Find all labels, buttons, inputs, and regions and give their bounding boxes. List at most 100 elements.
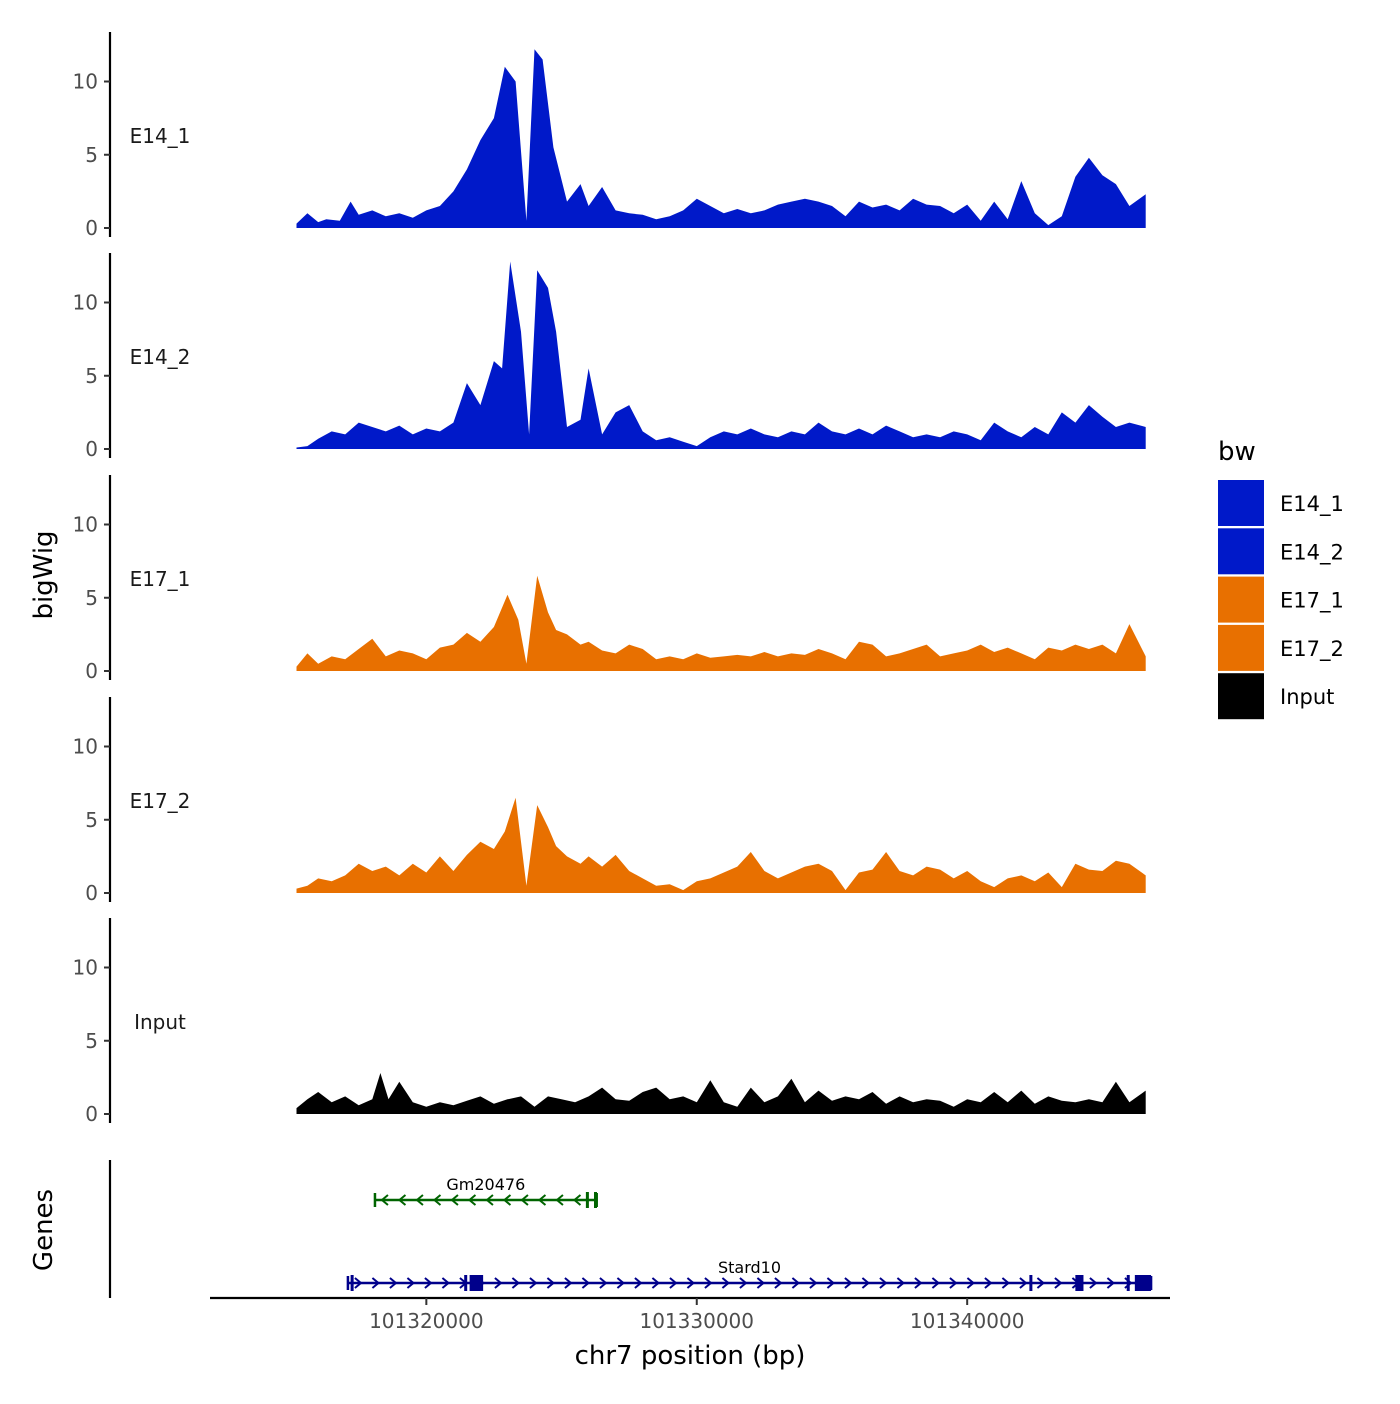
legend-swatch — [1218, 528, 1264, 575]
strand-arrow — [529, 1277, 538, 1289]
track-e17-1: 0 5 10 E17_1 — [73, 475, 1146, 683]
y-tick-label: 10 — [73, 70, 98, 94]
strand-arrow — [502, 1194, 512, 1206]
strand-arrow — [756, 1277, 765, 1289]
exon — [585, 1192, 589, 1208]
strand-arrow — [1106, 1277, 1115, 1289]
strand-arrow — [1001, 1277, 1010, 1289]
strand-arrow — [1036, 1277, 1045, 1289]
y-tick-label: 10 — [73, 735, 98, 759]
y-tick-label: 0 — [85, 659, 98, 683]
strand-arrow — [432, 1194, 442, 1206]
tracks-layer: 0 5 10 E14_1 0 5 10 E14_2 0 5 10 E17_1 0 5 10 E17_2 0 5 10… — [73, 32, 1146, 1126]
strand-arrow — [485, 1194, 494, 1206]
strand-arrow — [949, 1277, 958, 1289]
gene-stard10: Stard10 — [346, 1258, 1153, 1291]
strand-arrow — [415, 1194, 424, 1206]
legend-label: E17_1 — [1280, 589, 1344, 614]
strand-arrow — [441, 1277, 450, 1289]
strand-arrow — [450, 1194, 459, 1206]
track-e17-2: 0 5 10 E17_2 — [73, 697, 1146, 905]
x-tick-label: 101330000 — [639, 1309, 754, 1333]
track-label: E17_2 — [130, 789, 191, 813]
x-axis-title: chr7 position (bp) — [575, 1341, 806, 1371]
y-tick-label: 0 — [85, 216, 98, 240]
strand-arrow — [537, 1194, 547, 1206]
exon — [1029, 1275, 1033, 1291]
signal-area — [296, 49, 1146, 228]
y-tick-label: 0 — [85, 1102, 98, 1126]
strand-arrow — [555, 1194, 564, 1206]
strand-arrow — [389, 1277, 398, 1289]
y-tick-label: 10 — [73, 513, 98, 537]
y-tick-label: 0 — [85, 437, 98, 461]
strand-arrow — [467, 1194, 477, 1206]
track-e14-2: 0 5 10 E14_2 — [73, 253, 1146, 461]
track-label: E14_1 — [130, 124, 191, 148]
strand-arrow — [861, 1277, 870, 1289]
exon — [1126, 1275, 1130, 1291]
signal-area — [296, 261, 1146, 449]
signal-area — [296, 797, 1146, 893]
strand-arrow — [599, 1277, 608, 1289]
strand-arrow — [397, 1194, 407, 1206]
strand-arrow — [966, 1277, 975, 1289]
strand-arrow — [371, 1277, 380, 1289]
strand-arrow — [380, 1194, 389, 1206]
strand-arrow — [616, 1277, 625, 1289]
exon — [469, 1275, 484, 1291]
strand-arrow — [686, 1277, 695, 1289]
exon — [1075, 1275, 1084, 1291]
strand-arrow — [669, 1277, 678, 1289]
strand-arrow — [424, 1277, 433, 1289]
exon — [594, 1192, 597, 1208]
gene-label: Stard10 — [718, 1258, 781, 1277]
genes-layer: Gm20476 Stard10 — [108, 1160, 1153, 1298]
y-tick-label: 5 — [85, 143, 98, 167]
strand-arrow — [1089, 1277, 1098, 1289]
y-tick-label: 5 — [85, 364, 98, 388]
strand-arrow — [1019, 1277, 1028, 1289]
strand-arrow — [1054, 1277, 1063, 1289]
strand-arrow — [721, 1277, 730, 1289]
strand-arrow — [739, 1277, 748, 1289]
legend-label: E17_2 — [1280, 637, 1344, 662]
strand-arrow — [774, 1277, 783, 1289]
x-tick-label: 101340000 — [910, 1309, 1025, 1333]
exon — [464, 1275, 468, 1291]
exon — [350, 1275, 354, 1291]
exon — [1134, 1275, 1152, 1291]
signal-area — [296, 1073, 1146, 1114]
legend-swatch — [1218, 576, 1264, 623]
track-input: 0 5 10 Input — [73, 918, 1146, 1126]
strand-arrow — [914, 1277, 923, 1289]
legend-label: E14_2 — [1280, 540, 1344, 565]
strand-arrow — [791, 1277, 800, 1289]
strand-arrow — [651, 1277, 660, 1289]
strand-arrow — [520, 1194, 529, 1206]
strand-arrow — [546, 1277, 555, 1289]
legend: bw E14_1 E14_2 E17_1 E17_2 Input — [1218, 437, 1344, 720]
legend-title: bw — [1218, 437, 1256, 467]
y-axis-title: bigWig — [29, 530, 59, 619]
strand-arrow — [826, 1277, 835, 1289]
track-label: E14_2 — [130, 345, 191, 369]
genes-axis-title: Genes — [29, 1189, 59, 1271]
legend-label: E14_1 — [1280, 492, 1344, 517]
strand-arrow — [634, 1277, 643, 1289]
legend-swatch — [1218, 673, 1264, 720]
track-label: E17_1 — [130, 567, 191, 591]
gene-gm20476: Gm20476 — [373, 1175, 598, 1208]
track-label: Input — [134, 1010, 186, 1034]
strand-arrow — [564, 1277, 573, 1289]
strand-arrow — [931, 1277, 940, 1289]
legend-swatch — [1218, 624, 1264, 671]
y-tick-label: 10 — [73, 956, 98, 980]
strand-arrow — [581, 1277, 590, 1289]
x-axis: 101320000 101330000 101340000 — [210, 1296, 1170, 1333]
signal-area — [296, 575, 1146, 671]
strand-arrow — [809, 1277, 818, 1289]
strand-arrow — [494, 1277, 503, 1289]
